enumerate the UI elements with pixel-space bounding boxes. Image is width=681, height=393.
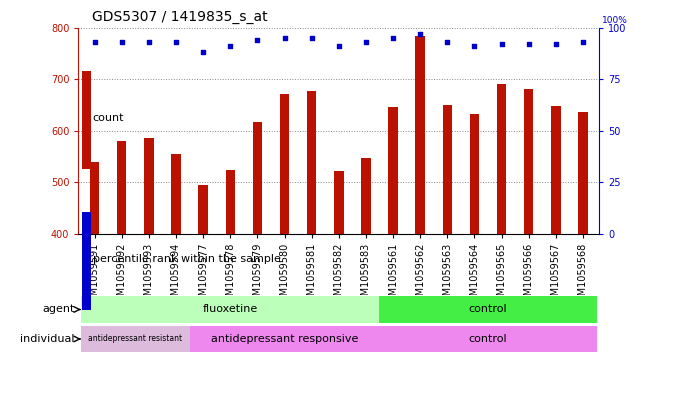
Text: 100%: 100% — [602, 17, 628, 26]
Bar — [415, 36, 425, 234]
Bar — [379, 326, 597, 352]
Bar — [90, 162, 99, 234]
Bar — [470, 114, 479, 234]
Text: agent: agent — [42, 305, 75, 314]
Point — [469, 43, 480, 49]
Point — [116, 39, 127, 45]
Text: count: count — [93, 113, 124, 123]
Bar — [388, 107, 398, 234]
Text: antidepressant responsive: antidepressant responsive — [211, 334, 358, 344]
Point — [197, 49, 208, 55]
Bar — [81, 326, 189, 352]
Bar — [334, 171, 343, 234]
Bar — [189, 326, 379, 352]
Text: antidepressant resistant: antidepressant resistant — [89, 334, 183, 343]
Text: percentile rank within the sample: percentile rank within the sample — [93, 254, 281, 264]
Bar — [443, 105, 452, 234]
Point — [306, 35, 317, 41]
Point — [225, 43, 236, 49]
Point — [415, 31, 426, 37]
Point — [89, 39, 100, 45]
Text: control: control — [469, 334, 507, 344]
Point — [523, 41, 534, 47]
Bar — [307, 91, 317, 234]
Bar — [280, 94, 289, 234]
Bar — [198, 185, 208, 234]
Bar — [379, 296, 597, 323]
Point — [387, 35, 398, 41]
Bar — [117, 141, 127, 234]
Bar — [578, 112, 588, 234]
Bar — [551, 106, 560, 234]
Point — [279, 35, 290, 41]
Text: control: control — [469, 305, 507, 314]
Bar — [225, 171, 235, 234]
Text: fluoxetine: fluoxetine — [203, 305, 258, 314]
Bar — [144, 138, 154, 234]
Bar — [497, 84, 507, 234]
Text: individual: individual — [20, 334, 75, 344]
Point — [577, 39, 588, 45]
Bar — [82, 212, 91, 310]
Point — [333, 43, 344, 49]
Bar — [361, 158, 370, 234]
Point — [144, 39, 155, 45]
Bar — [82, 71, 91, 169]
Point — [252, 37, 263, 43]
Point — [360, 39, 371, 45]
Point — [496, 41, 507, 47]
Bar — [253, 122, 262, 234]
Bar — [524, 89, 533, 234]
Point — [550, 41, 561, 47]
Text: GDS5307 / 1419835_s_at: GDS5307 / 1419835_s_at — [92, 9, 268, 24]
Point — [170, 39, 181, 45]
Bar — [81, 296, 379, 323]
Point — [442, 39, 453, 45]
Bar — [171, 154, 180, 234]
